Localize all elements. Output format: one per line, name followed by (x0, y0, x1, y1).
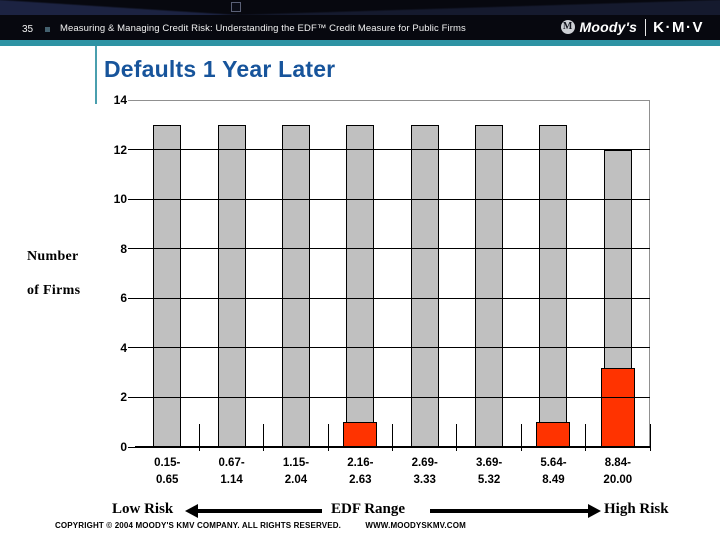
y-tick-label-12: 12 (113, 142, 127, 157)
y-tick-10 (128, 198, 135, 200)
x-tick-label-4: 2.16- 2.63 (347, 457, 374, 486)
x-tick-label-1: 0.15- 0.65 (154, 457, 181, 486)
bar-firms-3 (281, 124, 310, 447)
bar-firms-4 (346, 124, 375, 447)
bar-defaults-4 (343, 422, 378, 447)
gridline-y6 (135, 297, 650, 299)
low-risk-label: Low Risk (112, 501, 174, 517)
y-tick-label-10: 10 (113, 192, 127, 207)
y-tick-6 (128, 297, 135, 299)
x-tick-label-5: 2.69- 3.33 (411, 457, 438, 486)
bullet-square-icon (45, 27, 50, 32)
arrow-left-shaft (197, 509, 322, 513)
category-tick-4 (392, 424, 393, 451)
accent-rule (0, 40, 720, 46)
bar-firms-5 (410, 124, 439, 447)
category-tick-2 (263, 424, 265, 451)
copyright-text: COPYRIGHT © 2004 MOODY'S KMV COMPANY. AL… (55, 521, 342, 530)
y-tick-label-4: 4 (120, 340, 127, 355)
deck-title: Measuring & Managing Credit Risk: Unders… (60, 23, 466, 34)
x-tick-label-8: 8.84- 20.00 (603, 457, 633, 486)
category-tick-3 (327, 424, 329, 451)
y-tick-12 (128, 149, 135, 151)
bar-defaults-7 (536, 422, 571, 447)
y-tick-label-0: 0 (120, 440, 127, 454)
gridline-y4 (135, 347, 650, 349)
x-tick-label-6: 3.69- 5.32 (475, 457, 503, 486)
category-tick-6 (520, 424, 522, 451)
logo-divider (645, 18, 647, 36)
x-tick-label-2: 0.67- 1.14 (218, 457, 245, 486)
footer: COPYRIGHT © 2004 MOODY'S KMV COMPANY. AL… (55, 521, 466, 530)
plot-frame (135, 100, 650, 447)
y-tick-label-2: 2 (120, 390, 127, 405)
category-tick-8 (649, 424, 651, 451)
moodys-kmv-logo: M Moody's K·M·V (560, 16, 704, 38)
moodys-wordmark: Moody's (579, 19, 638, 35)
bar-firms-1 (153, 124, 182, 447)
gridline-y12 (135, 149, 650, 151)
kmv-wordmark: K·M·V (653, 18, 704, 36)
y-tick-8 (128, 248, 135, 250)
gridline-y10 (135, 198, 650, 200)
y-tick-0 (128, 446, 135, 448)
page-title: Defaults 1 Year Later (104, 56, 336, 82)
arrow-left-icon (185, 504, 198, 518)
deco-square-icon (231, 2, 241, 12)
y-tick-4 (128, 347, 135, 349)
category-tick-1 (198, 424, 200, 451)
arrow-right-icon (588, 504, 601, 518)
category-tick-5 (456, 424, 458, 451)
bar-firms-6 (475, 124, 504, 447)
category-tick-7 (585, 424, 587, 451)
edf-range-label: EDF Range (331, 501, 406, 517)
y-tick-14 (128, 99, 135, 101)
header-decoration (0, 0, 720, 15)
y-tick-label-8: 8 (120, 241, 127, 256)
header-bar: 35 Measuring & Managing Credit Risk: Und… (0, 0, 720, 40)
title-left-rule (95, 46, 97, 104)
deco-triangle-left (0, 0, 237, 15)
y-tick-2 (128, 396, 135, 398)
deco-triangle-right (237, 0, 720, 15)
gridline-y2 (135, 396, 650, 398)
arrow-right-shaft (430, 509, 588, 513)
website-text: WWW.MOODYSKMV.COM (365, 521, 466, 530)
x-tick-label-3: 1.15- 2.04 (282, 457, 310, 486)
y-tick-label-6: 6 (120, 291, 127, 306)
moodys-badge-icon: M (560, 20, 575, 34)
bar-defaults-8 (600, 367, 635, 447)
page-number: 35 (22, 24, 34, 35)
y-axis-title-line1: Number (27, 249, 79, 264)
high-risk-label: High Risk (604, 501, 669, 517)
y-axis-title-line2: of Firms (27, 283, 81, 298)
bar-firms-7 (539, 124, 568, 447)
y-tick-label-14: 14 (113, 93, 127, 107)
x-tick-label-7: 5.64- 8.49 (540, 457, 567, 486)
gridline-y8 (135, 248, 650, 250)
x-axis-line (135, 446, 651, 448)
bar-firms-2 (217, 124, 246, 447)
